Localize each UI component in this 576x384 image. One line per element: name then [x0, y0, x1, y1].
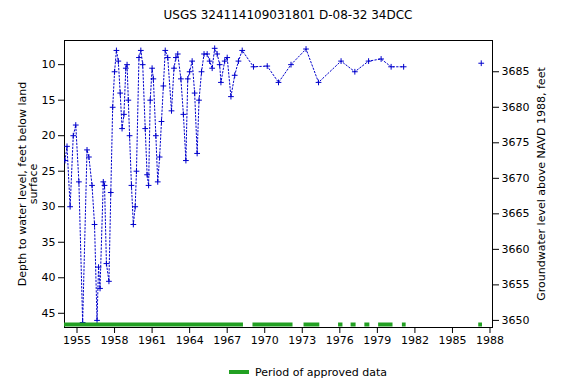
svg-text:Groundwater level above NAVD 1: Groundwater level above NAVD 1988, feet — [535, 67, 548, 301]
svg-text:3655: 3655 — [502, 278, 530, 291]
html-text:Period of approved data: Period of approved data — [254, 365, 388, 379]
svg-text:1955: 1955 — [63, 334, 91, 347]
svg-text:40: 40 — [42, 271, 56, 284]
svg-text:3650: 3650 — [502, 314, 530, 327]
svg-text:1961: 1961 — [138, 334, 166, 347]
svg-text:30: 30 — [42, 200, 56, 213]
svg-text:3680: 3680 — [502, 101, 530, 114]
svg-text:15: 15 — [42, 94, 56, 107]
svg-text:1985: 1985 — [438, 334, 466, 347]
svg-text:3660: 3660 — [502, 243, 530, 256]
html-text:USGS 324114109031801 D-08-32 3: USGS 324114109031801 D-08-32 34DCC — [163, 8, 413, 22]
svg-text:25: 25 — [42, 165, 56, 178]
svg-text:45: 45 — [42, 307, 56, 320]
svg-text:1973: 1973 — [288, 334, 316, 347]
svg-text:1958: 1958 — [101, 334, 129, 347]
svg-text:1964: 1964 — [176, 334, 204, 347]
svg-text:3670: 3670 — [502, 172, 530, 185]
svg-text:1979: 1979 — [363, 334, 391, 347]
svg-text:10: 10 — [42, 58, 56, 71]
svg-text:1967: 1967 — [213, 334, 241, 347]
svg-text:35: 35 — [42, 236, 56, 249]
svg-text:1988: 1988 — [476, 334, 504, 347]
svg-text:20: 20 — [42, 129, 56, 142]
svg-text:3665: 3665 — [502, 207, 530, 220]
svg-text:3675: 3675 — [502, 136, 530, 149]
svg-text:Depth to water level, feet bel: Depth to water level, feet below landsur… — [16, 82, 40, 287]
svg-text:1982: 1982 — [401, 334, 429, 347]
svg-text:1976: 1976 — [326, 334, 354, 347]
svg-text:1970: 1970 — [251, 334, 279, 347]
svg-text:3685: 3685 — [502, 65, 530, 78]
